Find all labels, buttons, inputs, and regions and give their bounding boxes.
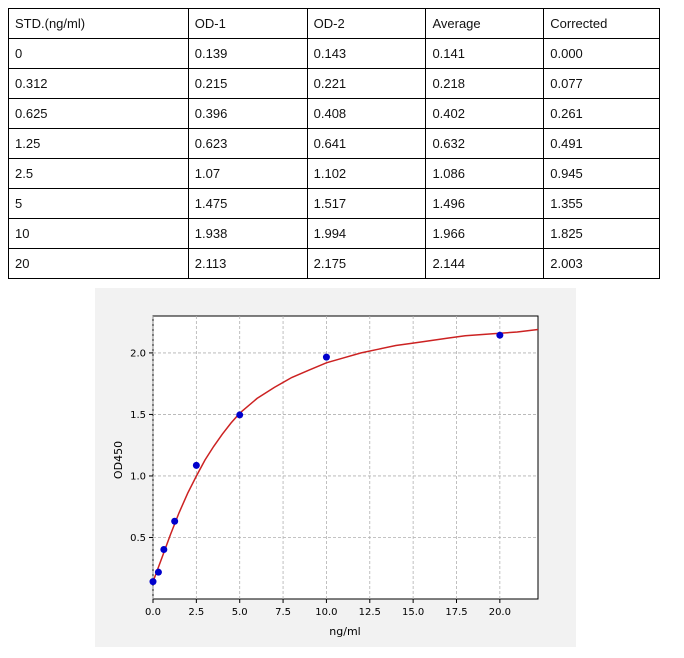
x-tick-label: 0.0 bbox=[145, 607, 161, 618]
cell-average: 0.632 bbox=[425, 128, 545, 159]
table-row: 5 1.475 1.517 1.496 1.355 bbox=[8, 188, 660, 219]
table-header-row: STD.(ng/ml) OD-1 OD-2 Average Corrected bbox=[8, 8, 660, 39]
standard-curve-chart: 0.0 2.5 5.0 7.5 10.0 12.5 15.0 17.5 20.0 0.5 1.0 1… bbox=[112, 315, 539, 638]
y-axis-ticks: 0.5 1.0 1.5 2.0 bbox=[130, 348, 153, 544]
data-point bbox=[171, 517, 179, 525]
x-tick-label: 2.5 bbox=[188, 607, 204, 618]
table-row: 1.25 0.623 0.641 0.632 0.491 bbox=[8, 128, 660, 159]
header-std: STD.(ng/ml) bbox=[8, 8, 189, 39]
cell-od1: 1.938 bbox=[187, 218, 308, 249]
x-axis-ticks: 0.0 2.5 5.0 7.5 10.0 12.5 15.0 17.5 20.0 bbox=[145, 599, 511, 618]
cell-average: 1.966 bbox=[425, 218, 545, 249]
chart-panel: 0.0 2.5 5.0 7.5 10.0 12.5 15.0 17.5 20.0 0.5 1.0 1… bbox=[95, 288, 576, 647]
cell-corrected: 0.077 bbox=[543, 68, 660, 99]
cell-od1: 0.396 bbox=[187, 98, 308, 129]
fit-curve bbox=[152, 328, 539, 583]
cell-od1: 1.475 bbox=[187, 188, 308, 219]
cell-od1: 2.113 bbox=[187, 248, 308, 279]
data-point bbox=[154, 568, 162, 576]
cell-corrected: 0.261 bbox=[543, 98, 660, 129]
x-tick-label: 17.5 bbox=[445, 607, 467, 618]
cell-std: 0.625 bbox=[8, 98, 189, 129]
cell-od2: 1.102 bbox=[306, 158, 427, 189]
x-tick-label: 15.0 bbox=[402, 607, 424, 618]
data-point bbox=[496, 331, 504, 339]
table-row: 10 1.938 1.994 1.966 1.825 bbox=[8, 218, 660, 249]
x-tick-label: 12.5 bbox=[359, 607, 381, 618]
standard-curve-table: STD.(ng/ml) OD-1 OD-2 Average Corrected … bbox=[8, 8, 660, 279]
cell-average: 1.496 bbox=[425, 188, 545, 219]
y-tick-label: 1.5 bbox=[130, 410, 146, 421]
table-row: 2.5 1.07 1.102 1.086 0.945 bbox=[8, 158, 660, 189]
table-row: 0.312 0.215 0.221 0.218 0.077 bbox=[8, 68, 660, 99]
cell-std: 1.25 bbox=[8, 128, 189, 159]
cell-od1: 0.139 bbox=[187, 38, 308, 69]
cell-average: 2.144 bbox=[425, 248, 545, 279]
cell-od1: 0.623 bbox=[187, 128, 308, 159]
cell-average: 1.086 bbox=[425, 158, 545, 189]
cell-od1: 0.215 bbox=[187, 68, 308, 99]
plot-area bbox=[152, 315, 539, 600]
cell-std: 0 bbox=[8, 38, 189, 69]
table-row: 20 2.113 2.175 2.144 2.003 bbox=[8, 248, 660, 279]
cell-od2: 1.994 bbox=[306, 218, 427, 249]
x-axis-label: ng/ml bbox=[329, 625, 360, 638]
cell-od2: 0.641 bbox=[306, 128, 427, 159]
header-od1: OD-1 bbox=[187, 8, 308, 39]
cell-corrected: 1.355 bbox=[543, 188, 660, 219]
cell-corrected: 0.000 bbox=[543, 38, 660, 69]
cell-std: 5 bbox=[8, 188, 189, 219]
x-tick-label: 5.0 bbox=[232, 607, 248, 618]
y-axis-label: OD450 bbox=[112, 441, 125, 479]
cell-od2: 0.408 bbox=[306, 98, 427, 129]
cell-average: 0.141 bbox=[425, 38, 545, 69]
cell-std: 2.5 bbox=[8, 158, 189, 189]
data-points bbox=[149, 331, 504, 586]
cell-std: 10 bbox=[8, 218, 189, 249]
cell-std: 20 bbox=[8, 248, 189, 279]
y-tick-label: 1.0 bbox=[130, 471, 146, 482]
cell-od1: 1.07 bbox=[187, 158, 308, 189]
header-od2: OD-2 bbox=[306, 8, 427, 39]
cell-od2: 2.175 bbox=[306, 248, 427, 279]
cell-od2: 0.143 bbox=[306, 38, 427, 69]
data-point bbox=[160, 546, 168, 554]
header-average: Average bbox=[425, 8, 545, 39]
x-tick-label: 10.0 bbox=[315, 607, 337, 618]
cell-std: 0.312 bbox=[8, 68, 189, 99]
cell-corrected: 0.491 bbox=[543, 128, 660, 159]
x-tick-label: 20.0 bbox=[489, 607, 511, 618]
x-tick-label: 7.5 bbox=[275, 607, 291, 618]
data-point bbox=[236, 411, 244, 419]
cell-average: 0.218 bbox=[425, 68, 545, 99]
table-row: 0 0.139 0.143 0.141 0.000 bbox=[8, 38, 660, 69]
cell-corrected: 0.945 bbox=[543, 158, 660, 189]
data-point bbox=[322, 353, 330, 361]
data-point bbox=[149, 578, 157, 586]
grid-lines bbox=[152, 316, 538, 599]
cell-average: 0.402 bbox=[425, 98, 545, 129]
cell-corrected: 2.003 bbox=[543, 248, 660, 279]
cell-od2: 1.517 bbox=[306, 188, 427, 219]
cell-od2: 0.221 bbox=[306, 68, 427, 99]
data-point bbox=[192, 461, 200, 469]
y-tick-label: 0.5 bbox=[130, 533, 146, 544]
header-corrected: Corrected bbox=[543, 8, 660, 39]
cell-corrected: 1.825 bbox=[543, 218, 660, 249]
table-row: 0.625 0.396 0.408 0.402 0.261 bbox=[8, 98, 660, 129]
y-tick-label: 2.0 bbox=[130, 348, 146, 359]
